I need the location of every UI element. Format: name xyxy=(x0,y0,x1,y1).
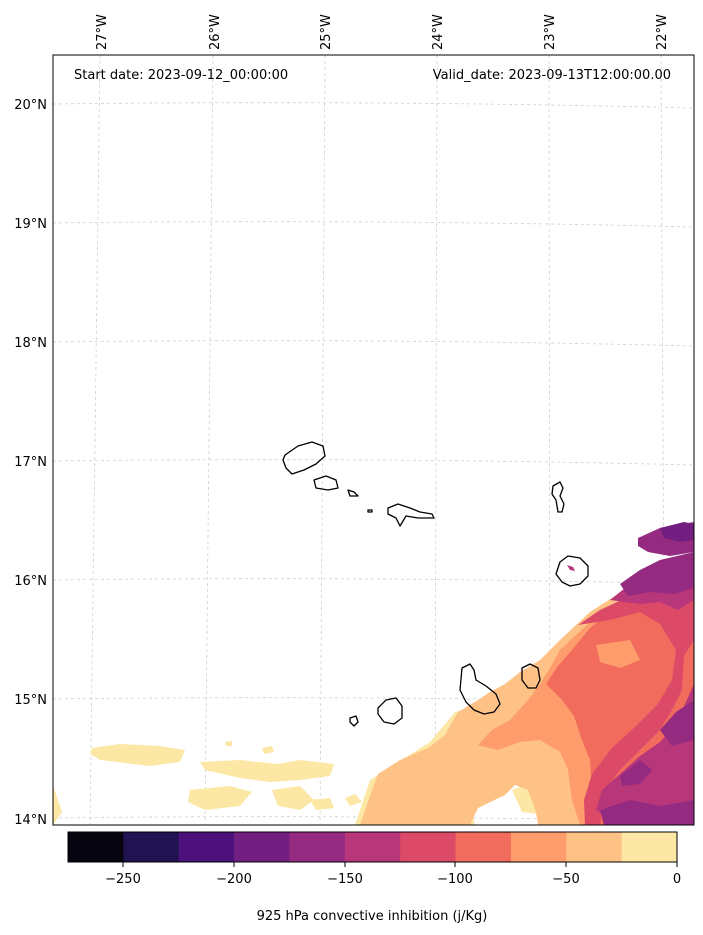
colorbar: −250 −200 −150 −100 −50 0 925 hPa convec… xyxy=(67,831,681,924)
colorbar-cell xyxy=(400,832,457,862)
latitude-labels: 20°N 19°N 18°N 17°N 16°N 15°N 14°N xyxy=(14,98,47,828)
lat-label-17n: 17°N xyxy=(14,455,47,470)
island-boa-vista xyxy=(555,555,589,587)
lat-label-18n: 18°N xyxy=(14,336,47,351)
island-outlines xyxy=(282,441,589,727)
island-brava xyxy=(349,715,359,727)
island-santiago xyxy=(459,663,501,715)
island-sao-vicente xyxy=(313,475,339,491)
lon-label-27w: 27°W xyxy=(95,14,110,50)
colorbar-label: 925 hPa convective inhibition (j/Kg) xyxy=(257,909,488,924)
lat-label-20n: 20°N xyxy=(14,98,47,113)
island-santo-antao xyxy=(282,441,326,475)
colorbar-tick-label: −150 xyxy=(327,872,363,887)
lon-label-24w: 24°W xyxy=(431,14,446,50)
lat-label-19n: 19°N xyxy=(14,217,47,232)
lat-label-16n: 16°N xyxy=(14,574,47,589)
colorbar-tick-labels: −250 −200 −150 −100 −50 0 xyxy=(105,872,681,887)
island-islet xyxy=(367,509,373,513)
colorbar-tick-label: −100 xyxy=(437,872,473,887)
island-sal xyxy=(551,481,565,513)
start-date-label: Start date: 2023-09-12_00:00:00 xyxy=(74,68,288,83)
colorbar-frame xyxy=(67,831,678,863)
colorbar-cell xyxy=(621,832,678,862)
colorbar-cell xyxy=(178,832,235,862)
colorbar-ticks xyxy=(122,862,678,867)
colorbar-cell xyxy=(344,832,401,862)
cin-band-0-25 xyxy=(53,785,62,825)
cin-band-175-200 xyxy=(660,522,694,542)
colorbar-cell xyxy=(234,832,290,862)
lat-label-14n: 14°N xyxy=(14,813,47,828)
cin-band-100-125 xyxy=(578,570,694,825)
graticule xyxy=(53,55,694,825)
colorbar-cell xyxy=(123,832,180,862)
cin-band-150-175 xyxy=(620,552,694,596)
lon-label-25w: 25°W xyxy=(319,14,334,50)
lat-label-15n: 15°N xyxy=(14,693,47,708)
island-fogo xyxy=(377,697,403,725)
colorbar-cell xyxy=(566,832,623,862)
island-santa-luzia xyxy=(347,489,359,497)
colorbar-tick-label: −200 xyxy=(216,872,252,887)
colorbar-cell xyxy=(455,832,512,862)
lon-label-23w: 23°W xyxy=(543,14,558,50)
colorbar-cell xyxy=(510,832,567,862)
valid-date-label: Valid_date: 2023-09-13T12:00:00.00 xyxy=(433,68,671,83)
longitude-labels: 27°W 26°W 25°W 24°W 23°W 22°W xyxy=(95,14,670,50)
colorbar-tick-label: 0 xyxy=(673,872,681,887)
lon-label-22w: 22°W xyxy=(655,14,670,50)
colorbar-cell xyxy=(289,832,346,862)
colorbar-cells xyxy=(68,832,678,862)
colorbar-tick-label: −250 xyxy=(105,872,141,887)
map-frame xyxy=(52,54,695,826)
island-sao-nicolau xyxy=(387,503,435,527)
island-maio xyxy=(521,663,541,689)
colorbar-tick-label: −50 xyxy=(552,872,579,887)
colorbar-cell xyxy=(68,832,124,862)
cin-field xyxy=(53,522,694,825)
lon-label-26w: 26°W xyxy=(208,14,223,50)
